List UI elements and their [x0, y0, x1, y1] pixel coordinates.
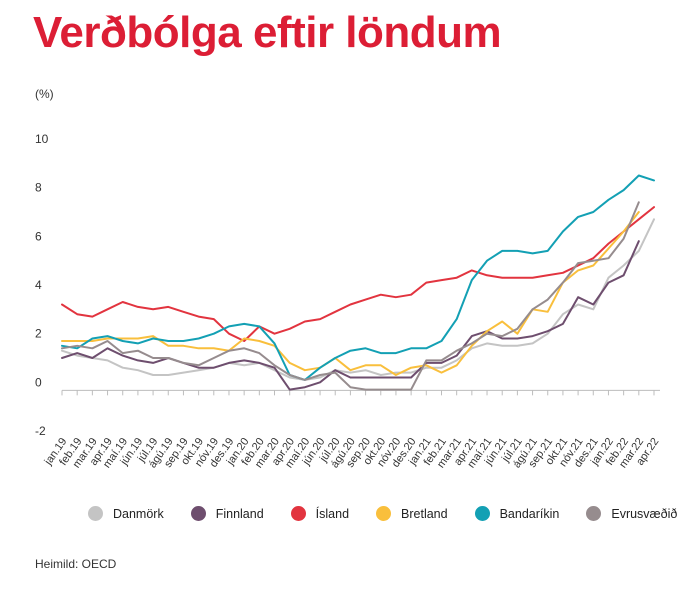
y-tick-label: 2: [35, 327, 42, 341]
series-line-Ísland: [61, 206, 655, 342]
legend-item: Danmörk: [88, 506, 164, 521]
chart-title: Verðbólga eftir löndum: [33, 8, 502, 57]
legend-label: Ísland: [315, 506, 350, 521]
legend-item: Ísland: [290, 506, 350, 521]
y-tick-label: 0: [35, 375, 42, 389]
legend-swatch: [190, 506, 206, 521]
y-tick-label: 4: [35, 278, 42, 292]
y-tick-label: -2: [35, 424, 46, 438]
legend-label: Bretland: [401, 506, 448, 521]
legend-label: Bandaríkin: [499, 506, 560, 521]
series-lines: [61, 174, 655, 391]
legend-label: Danmörk: [113, 506, 164, 521]
legend-item: Evrusvæðið: [586, 506, 677, 521]
series-line-Bandaríkin: [61, 174, 655, 381]
legend-item: Bretland: [376, 506, 448, 521]
legend-swatch: [586, 506, 602, 521]
legend: Danmörk Finnland Ísland Bretland Bandaríkin E…: [88, 506, 692, 521]
legend-swatch: [290, 506, 306, 521]
line-chart: -20246810jan.19feb.19mar.19apr.19maí.19j…: [35, 132, 661, 470]
y-tick-label: 6: [35, 229, 42, 243]
legend-swatch: [376, 506, 392, 521]
y-tick-label: 8: [35, 181, 42, 195]
legend-item: Finnland: [190, 506, 264, 521]
series-line-Danmörk: [61, 218, 655, 381]
y-tick-label: 10: [35, 132, 49, 146]
axes: -20246810jan.19feb.19mar.19apr.19maí.19j…: [35, 132, 661, 470]
y-axis-unit-label: (%): [35, 87, 54, 101]
legend-swatch: [88, 506, 103, 521]
legend-swatch: [474, 506, 490, 521]
series-line-Finnland: [61, 240, 640, 391]
source-note: Heimild: OECD: [35, 557, 117, 571]
legend-item: Bandaríkin: [474, 506, 560, 521]
legend-label: Finnland: [215, 506, 264, 521]
legend-label: Evrusvæðið: [611, 506, 678, 521]
series-line-Evrusvæðið: [61, 201, 640, 391]
